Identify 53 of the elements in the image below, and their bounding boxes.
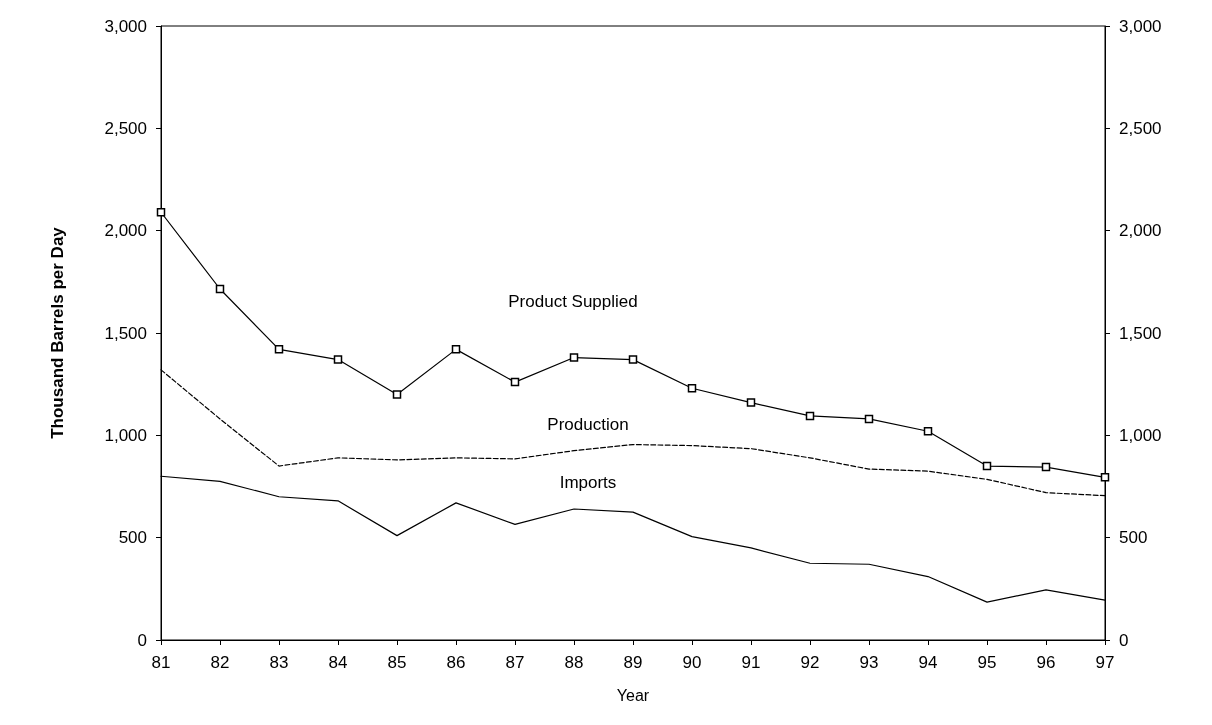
point bbox=[1041, 462, 1051, 472]
y2-tick-label: 2,000 bbox=[1119, 221, 1162, 241]
y-tick-label: 2,000 bbox=[104, 221, 147, 241]
x-tick-label: 96 bbox=[1036, 653, 1056, 672]
x-tick-label: 90 bbox=[682, 653, 702, 672]
x-tick-label: 89 bbox=[623, 653, 643, 672]
x-tick-label: 87 bbox=[505, 653, 525, 672]
x-tick-label: 88 bbox=[564, 653, 584, 672]
point bbox=[805, 411, 815, 421]
point bbox=[1100, 473, 1110, 482]
y2-tick-label: 1,000 bbox=[1119, 425, 1162, 445]
point bbox=[274, 345, 284, 354]
y2-tick-label: 1,500 bbox=[1119, 323, 1162, 343]
x-axis-title: Year bbox=[616, 686, 650, 704]
y-tick-label: 500 bbox=[118, 528, 147, 548]
y-tick-label: 1,500 bbox=[104, 323, 147, 343]
point bbox=[687, 384, 697, 393]
x-tick-label: 82 bbox=[210, 653, 230, 672]
x-tick-label: 85 bbox=[387, 653, 407, 672]
x-tick-label: 97 bbox=[1095, 653, 1115, 672]
point bbox=[451, 345, 461, 354]
x-tick-label: 93 bbox=[859, 653, 879, 672]
x-tick-label: 86 bbox=[446, 653, 466, 672]
point bbox=[510, 377, 520, 387]
point bbox=[215, 284, 225, 294]
point bbox=[392, 390, 402, 399]
y-tick-label: 2,500 bbox=[104, 118, 147, 138]
y2-tick-label: 500 bbox=[1119, 528, 1148, 548]
x-tick-label: 83 bbox=[269, 653, 289, 672]
x-tick-label: 92 bbox=[800, 653, 820, 672]
x-tick-label: 91 bbox=[741, 653, 761, 672]
series-label: Imports bbox=[559, 472, 617, 492]
series-label: Production bbox=[547, 415, 629, 435]
x-tick-label: 94 bbox=[918, 653, 938, 672]
y2-tick-label: 2,500 bbox=[1119, 118, 1162, 138]
y2-tick-label: 0 bbox=[1119, 630, 1129, 650]
point bbox=[864, 414, 874, 424]
point bbox=[156, 208, 166, 217]
point bbox=[923, 426, 933, 436]
y-tick-label: 0 bbox=[137, 630, 147, 650]
point bbox=[746, 398, 756, 407]
x-tick-label: 81 bbox=[151, 653, 171, 672]
point bbox=[628, 355, 638, 364]
y2-tick-label: 3,000 bbox=[1119, 16, 1162, 36]
text: Product Supplied bbox=[508, 292, 638, 312]
y-axis-title: Thousand Barrels per Day bbox=[48, 226, 67, 439]
point bbox=[333, 355, 343, 364]
x-tick-label: 95 bbox=[977, 653, 997, 672]
point bbox=[569, 353, 579, 362]
y-tick-label: 1,000 bbox=[104, 425, 147, 445]
x-tick-label: 84 bbox=[328, 653, 348, 672]
y-tick-label: 3,000 bbox=[104, 16, 147, 36]
point bbox=[982, 461, 992, 471]
